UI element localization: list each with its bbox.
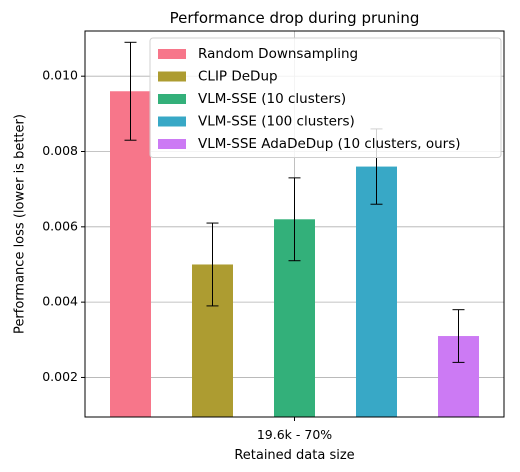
legend-swatch [158,94,186,104]
legend-frame [149,37,502,158]
y-tick-label: 0.004 [42,294,78,309]
bar [110,91,151,417]
legend-swatch [158,49,186,59]
legend-label: CLIP DeDup [198,69,278,85]
y-tick-label: 0.008 [42,143,78,158]
legend-swatch [158,139,186,149]
y-axis-ticks: 0.002 0.004 0.006 0.008 0.010 [42,68,85,384]
legend-swatch [158,71,186,82]
y-tick-label: 0.010 [42,68,78,83]
x-axis-label: Retained data size [234,448,354,463]
x-tick-label: 19.6k - 70% [257,427,332,442]
chart-title: Performance drop during pruning [170,9,420,27]
legend-swatch [158,116,186,127]
legend: Random Downsampling CLIP DeDup VLM-SSE (10… [149,37,502,158]
legend-label: Random Downsampling [198,46,358,62]
y-axis-label: Performance loss (lower is better) [13,114,28,334]
bar [356,166,397,417]
legend-label: VLM-SSE (10 clusters) [198,91,346,107]
legend-label: VLM-SSE (100 clusters) [198,114,355,130]
x-axis-ticks: 19.6k - 70% [257,417,332,442]
legend-label: VLM-SSE AdaDeDup (10 clusters, ours) [198,136,461,152]
y-tick-label: 0.002 [42,369,78,384]
y-tick-label: 0.006 [42,218,78,233]
